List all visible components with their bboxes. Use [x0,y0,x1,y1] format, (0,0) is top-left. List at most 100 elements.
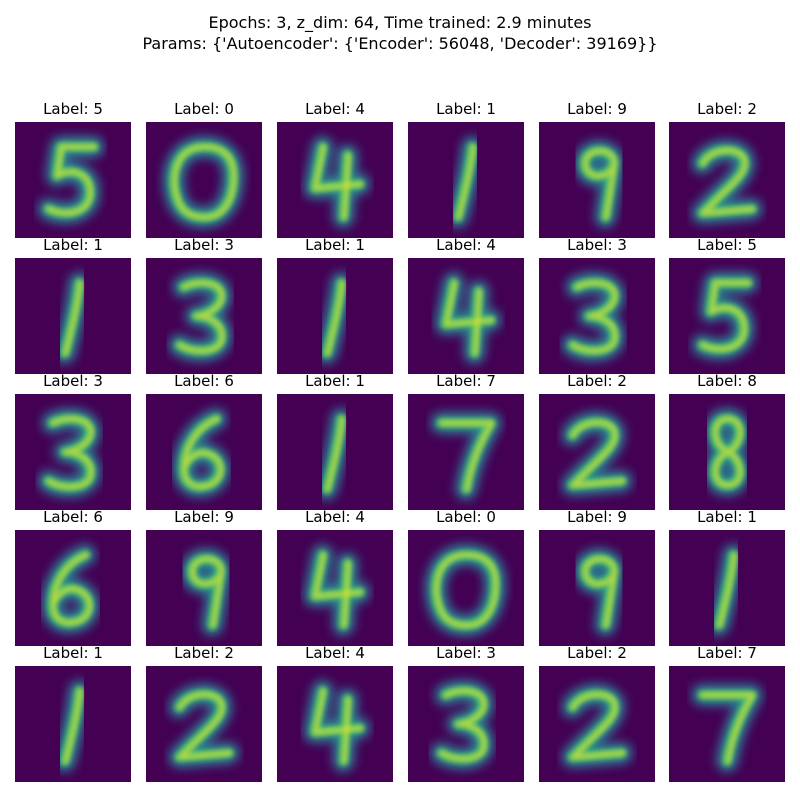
digit-heatmap [277,530,393,646]
digit-strokes [456,144,476,220]
panel-label: Label: 2 [174,644,234,662]
panel-label: Label: 1 [305,236,365,254]
reconstructed-digit-image [408,530,524,646]
digit-strokes [313,688,364,764]
digit-strokes [571,692,626,760]
digit-strokes [178,692,233,760]
digit-strokes [47,416,94,489]
reconstructed-digit-image [146,394,262,510]
panel-label: Label: 1 [697,508,757,526]
digit-heatmap [669,666,785,782]
reconstructed-digit-image [146,122,262,238]
reconstructed-digit-image [669,122,785,238]
panel-label: Label: 3 [436,644,496,662]
reconstructed-digit-image [539,122,655,238]
digit-strokes [701,280,752,352]
reconstructed-digit-image [669,258,785,374]
digit-heatmap [408,530,524,646]
panel-label: Label: 2 [697,100,757,118]
digit-heatmap [408,394,524,510]
digit-heatmap [669,122,785,238]
reconstructed-digit-image [539,666,655,782]
digit-strokes [47,144,98,216]
panel-label: Label: 4 [436,236,496,254]
reconstructed-digit-image [408,258,524,374]
panel-label: Label: 0 [174,100,234,118]
digit-heatmap [277,666,393,782]
panel-label: Label: 4 [305,508,365,526]
digit-heatmap [408,666,524,782]
reconstructed-digit-image [146,258,262,374]
reconstructed-digit-image [408,122,524,238]
reconstructed-digit-image [408,394,524,510]
digit-heatmap [277,122,393,238]
digit-heatmap [669,394,785,510]
digit-heatmap [146,530,262,646]
digit-strokes [313,144,364,220]
digit-heatmap [539,258,655,374]
panel-label: Label: 1 [305,372,365,390]
panel-label: Label: 3 [174,236,234,254]
digit-strokes [571,420,626,488]
digit-strokes [583,148,617,220]
digit-strokes [182,416,224,489]
reconstructed-digit-image [146,666,262,782]
digit-heatmap [15,394,131,510]
panel-label: Label: 6 [43,508,103,526]
digit-strokes [444,280,495,356]
panel-label: Label: 2 [567,644,627,662]
digit-heatmap [539,666,655,782]
panel-label: Label: 9 [174,508,234,526]
digit-strokes [63,688,83,764]
panel-label: Label: 7 [697,644,757,662]
digit-heatmap [15,666,131,782]
reconstructed-digit-image [669,666,785,782]
panel-label: Label: 0 [436,508,496,526]
panel-label: Label: 5 [43,100,103,118]
reconstructed-digit-image [669,394,785,510]
panel-label: Label: 6 [174,372,234,390]
digit-heatmap [277,258,393,374]
panel-label: Label: 1 [43,236,103,254]
digit-strokes [63,280,83,356]
digit-strokes [190,556,224,628]
reconstructed-digit-image [15,666,131,782]
digit-strokes [178,280,225,353]
figure-title: Epochs: 3, z_dim: 64, Time trained: 2.9 … [0,12,800,54]
digit-heatmap [408,258,524,374]
digit-strokes [440,688,487,761]
digit-heatmap [408,122,524,238]
reconstructed-digit-image [277,666,393,782]
reconstructed-digit-image [408,666,524,782]
digit-heatmap [15,530,131,646]
panel-label: Label: 9 [567,508,627,526]
digit-strokes [434,552,499,628]
panel-label: Label: 4 [305,100,365,118]
panel-label: Label: 3 [567,236,627,254]
reconstructed-digit-image [277,394,393,510]
digit-heatmap [539,122,655,238]
reconstructed-digit-image [15,258,131,374]
digit-strokes [172,144,237,220]
panel-label: Label: 1 [43,644,103,662]
digit-strokes [51,552,93,625]
digit-heatmap [539,394,655,510]
digit-heatmap [15,122,131,238]
panel-label: Label: 5 [697,236,757,254]
panel-label: Label: 8 [697,372,757,390]
digit-heatmap [146,258,262,374]
reconstructed-digit-image [539,258,655,374]
reconstructed-digit-image [539,394,655,510]
reconstructed-digit-image [539,530,655,646]
digit-heatmap [539,530,655,646]
digit-strokes [701,148,756,216]
reconstructed-digit-image [277,122,393,238]
digit-heatmap [146,122,262,238]
panel-label: Label: 1 [436,100,496,118]
digit-strokes [701,692,756,764]
digit-strokes [713,416,743,488]
digit-heatmap [669,258,785,374]
digit-heatmap [277,394,393,510]
